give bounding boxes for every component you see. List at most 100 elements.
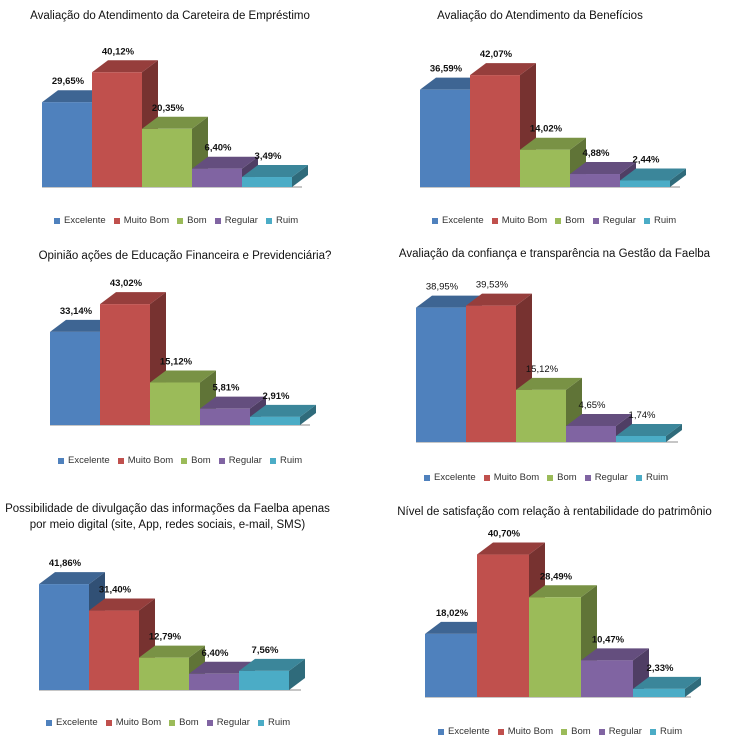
data-label: 41,86% <box>49 558 82 569</box>
bar-side <box>292 165 308 187</box>
bar-top <box>529 585 597 598</box>
bar-top <box>633 676 701 689</box>
chart-title: Opinião ações de Educação Financeira e P… <box>38 250 332 262</box>
bar-front <box>189 673 239 690</box>
data-label: 4,88% <box>583 148 610 159</box>
bar-front <box>566 425 616 442</box>
bar-top <box>570 162 636 175</box>
legend-swatch <box>547 474 554 481</box>
legend-label: Bom <box>191 455 211 466</box>
bar-top <box>416 295 482 308</box>
bar-top <box>466 293 532 306</box>
legend-label: Regular <box>594 472 628 483</box>
legend-swatch <box>206 719 213 726</box>
legend-item: Bom <box>181 455 211 466</box>
legend-item: Excelente <box>424 472 476 483</box>
bar-front <box>581 660 633 697</box>
bar-ruim <box>620 168 686 187</box>
chart-legend: Excelente Muito Bom Bom Regular Ruim <box>432 215 684 226</box>
bar-front <box>42 102 92 187</box>
legend-swatch <box>649 728 656 735</box>
bar-front <box>100 304 150 425</box>
chart-legend: Excelente Muito Bom Bom Regular Ruim <box>46 717 298 728</box>
bar-top <box>250 404 316 417</box>
legend-label: Muito Bom <box>507 726 554 737</box>
bar-top <box>516 377 582 390</box>
bar-front <box>620 180 670 187</box>
legend-label: Muito Bom <box>493 472 540 483</box>
bar-front <box>142 128 192 187</box>
legend-label: Ruim <box>267 717 291 728</box>
bar-front <box>200 408 250 425</box>
data-label: 31,40% <box>99 585 132 596</box>
chart-title: Avaliação do Atendimento da Benefícios <box>437 10 643 22</box>
legend-label: Bom <box>571 726 591 737</box>
legend-label: Excelente <box>64 215 106 226</box>
legend-swatch <box>432 217 438 224</box>
legend-label: Excelente <box>56 717 98 728</box>
data-label: 42,07% <box>480 49 513 60</box>
bar-top <box>39 572 105 585</box>
bar-top <box>470 63 536 76</box>
legend-item: Bom <box>177 215 207 226</box>
legend-item: Excelente <box>438 726 490 737</box>
legend-label: Bom <box>565 215 585 226</box>
legend-item: Bom <box>547 472 577 483</box>
legend-label: Muito Bom <box>123 215 170 226</box>
legend-item: Muito Bom <box>483 472 540 483</box>
bar-front <box>477 554 529 697</box>
chart-legend: Excelente Muito Bom Bom Regular Ruim <box>54 215 306 226</box>
bar-regular <box>570 162 636 187</box>
bar-top <box>189 661 255 674</box>
legend-item: Regular <box>206 717 250 728</box>
chart-title: Nível de satisfação com relação à rentab… <box>397 506 712 518</box>
legend-swatch <box>269 457 276 464</box>
bar-ruim <box>633 676 701 697</box>
chart-plot: 36,59% 42,07% 14,02% 4,88% 2,44% <box>420 49 686 188</box>
data-label: 2,33% <box>647 663 674 674</box>
legend-label: Bom <box>557 472 577 483</box>
bar-front <box>529 597 581 697</box>
legend-item: Ruim <box>643 215 676 226</box>
bar-front <box>192 168 242 187</box>
bar-top <box>242 165 308 178</box>
legend-label: Regular <box>602 215 636 226</box>
bar-front <box>242 177 292 187</box>
bar-front <box>250 416 300 425</box>
legend-label: Bom <box>187 215 207 226</box>
bar-front <box>520 149 570 187</box>
bar-top <box>566 413 632 426</box>
legend-swatch <box>491 217 498 224</box>
legend-label: Muito Bom <box>127 455 174 466</box>
legend-item: Excelente <box>46 717 98 728</box>
bar-ruim <box>616 423 682 442</box>
bar-side <box>289 658 305 690</box>
bar-front <box>633 688 685 697</box>
data-label: 7,56% <box>252 645 279 656</box>
legend-swatch <box>177 217 184 224</box>
legend-label: Ruim <box>279 455 303 466</box>
bar-ruim <box>239 658 305 690</box>
legend-item: Excelente <box>58 455 110 466</box>
bar-top <box>420 77 486 90</box>
legend-item: Ruim <box>265 215 298 226</box>
bar-side <box>666 423 682 442</box>
legend-swatch <box>643 217 650 224</box>
legend-label: Regular <box>224 215 258 226</box>
bar-front <box>420 89 470 187</box>
data-label: 18,02% <box>436 608 469 619</box>
legend-swatch <box>105 719 112 726</box>
legend-item: Muito Bom <box>491 215 547 226</box>
legend-swatch <box>58 457 64 464</box>
bar-regular <box>581 648 649 697</box>
chart-title: Avaliação do Atendimento da Careteira de… <box>30 10 310 22</box>
legend-item: Ruim <box>269 455 303 466</box>
legend-swatch <box>113 217 120 224</box>
bar-bom <box>516 377 582 442</box>
bar-top <box>100 292 166 305</box>
chart-panel-5: Possibilidade de divulgação das informaç… <box>0 495 360 748</box>
legend-item: Excelente <box>54 215 106 226</box>
chart-legend: Excelente Muito Bom Bom Regular Ruim <box>424 472 676 483</box>
chart-plot: 18,02% 40,70% 28,49% 10,47% 2,33% <box>425 529 701 698</box>
bar-front <box>150 382 200 425</box>
